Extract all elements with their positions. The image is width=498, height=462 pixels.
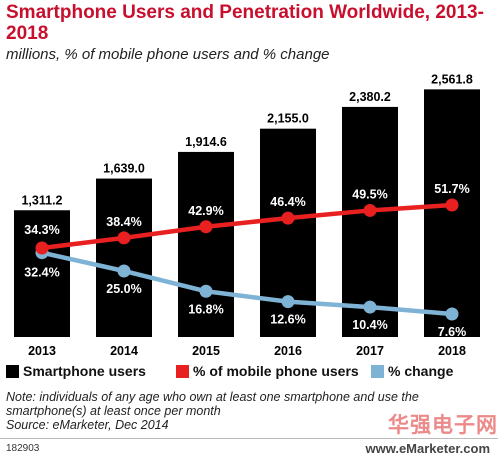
footer: 182903 www.eMarketer.com: [0, 438, 498, 462]
change-label-2017: 10.4%: [352, 318, 387, 332]
x-tick-label-2015: 2015: [192, 344, 220, 358]
penetration-label-2013: 34.3%: [24, 223, 59, 237]
x-tick-label-2018: 2018: [438, 344, 466, 358]
point-change-2018: [445, 307, 459, 321]
change-label-2013: 32.4%: [24, 266, 59, 280]
change-label-2016: 12.6%: [270, 313, 305, 327]
point-change-2017: [363, 300, 377, 314]
point-penetration-2016: [281, 211, 295, 225]
legend-item-penetration: % of mobile phone users: [176, 363, 359, 379]
point-penetration-2017: [363, 203, 377, 217]
legend-item-users: Smartphone users: [6, 363, 146, 379]
change-label-2018: 7.6%: [438, 325, 467, 339]
penetration-label-2018: 51.7%: [434, 182, 469, 196]
point-penetration-2014: [117, 231, 131, 245]
legend-swatch-users: [6, 364, 19, 378]
legend-label-change: % change: [388, 363, 454, 379]
point-penetration-2015: [199, 220, 213, 234]
note-line-1: Note: individuals of any age who own at …: [6, 390, 419, 404]
bar-2014: [96, 178, 152, 337]
penetration-label-2017: 49.5%: [352, 187, 387, 201]
penetration-label-2016: 46.4%: [270, 195, 305, 209]
source-line: Source: eMarketer, Dec 2014: [6, 418, 169, 432]
change-label-2015: 16.8%: [188, 302, 223, 316]
chart-plot: 1,311.2 2013 1,639.0 2014 1,914.6 2015 2,155.0…: [14, 72, 480, 358]
bar-2013: [14, 210, 70, 337]
legend-swatch-penetration: [176, 364, 189, 378]
penetration-label-2014: 38.4%: [106, 215, 141, 229]
point-penetration-2013: [35, 241, 49, 255]
point-change-2014: [117, 264, 131, 278]
x-tick-label-2013: 2013: [28, 344, 56, 358]
x-tick-label-2014: 2014: [110, 344, 138, 358]
bar-value-label-2018: 2,561.8: [431, 72, 473, 86]
bar-value-label-2015: 1,914.6: [185, 135, 227, 149]
bar-value-label-2016: 2,155.0: [267, 112, 309, 126]
change-label-2014: 25.0%: [106, 282, 141, 296]
line-change: [41, 250, 453, 317]
bar-value-label-2017: 2,380.2: [349, 90, 391, 104]
chart-id: 182903: [6, 443, 40, 454]
bar-2015: [178, 151, 234, 337]
bar-value-label-2013: 1,311.2: [21, 193, 62, 207]
chart-subtitle: millions, % of mobile phone users and % …: [6, 46, 330, 63]
note-line-2: smartphone(s) at least once per month: [6, 404, 221, 418]
legend-label-users: Smartphone users: [23, 363, 146, 379]
x-tick-label-2017: 2017: [356, 344, 384, 358]
point-penetration-2018: [445, 198, 459, 212]
penetration-label-2015: 42.9%: [188, 204, 223, 218]
chart-notes: Note: individuals of any age who own at …: [6, 390, 494, 432]
legend: Smartphone users % of mobile phone users…: [6, 363, 496, 381]
chart-title: Smartphone Users and Penetration Worldwi…: [6, 2, 484, 44]
brand-url: www.eMarketer.com: [365, 441, 490, 456]
legend-label-penetration: % of mobile phone users: [193, 363, 359, 379]
bar-2017: [342, 106, 398, 337]
point-change-2015: [199, 284, 213, 298]
bar-value-label-2014: 1,639.0: [103, 162, 145, 176]
bar-2018: [424, 89, 480, 337]
x-tick-label-2016: 2016: [274, 344, 302, 358]
watermark: 华强电子网: [388, 414, 498, 437]
line-penetration: [41, 202, 453, 251]
point-change-2016: [281, 295, 295, 309]
legend-swatch-change: [371, 364, 384, 378]
legend-item-change: % change: [371, 363, 453, 379]
